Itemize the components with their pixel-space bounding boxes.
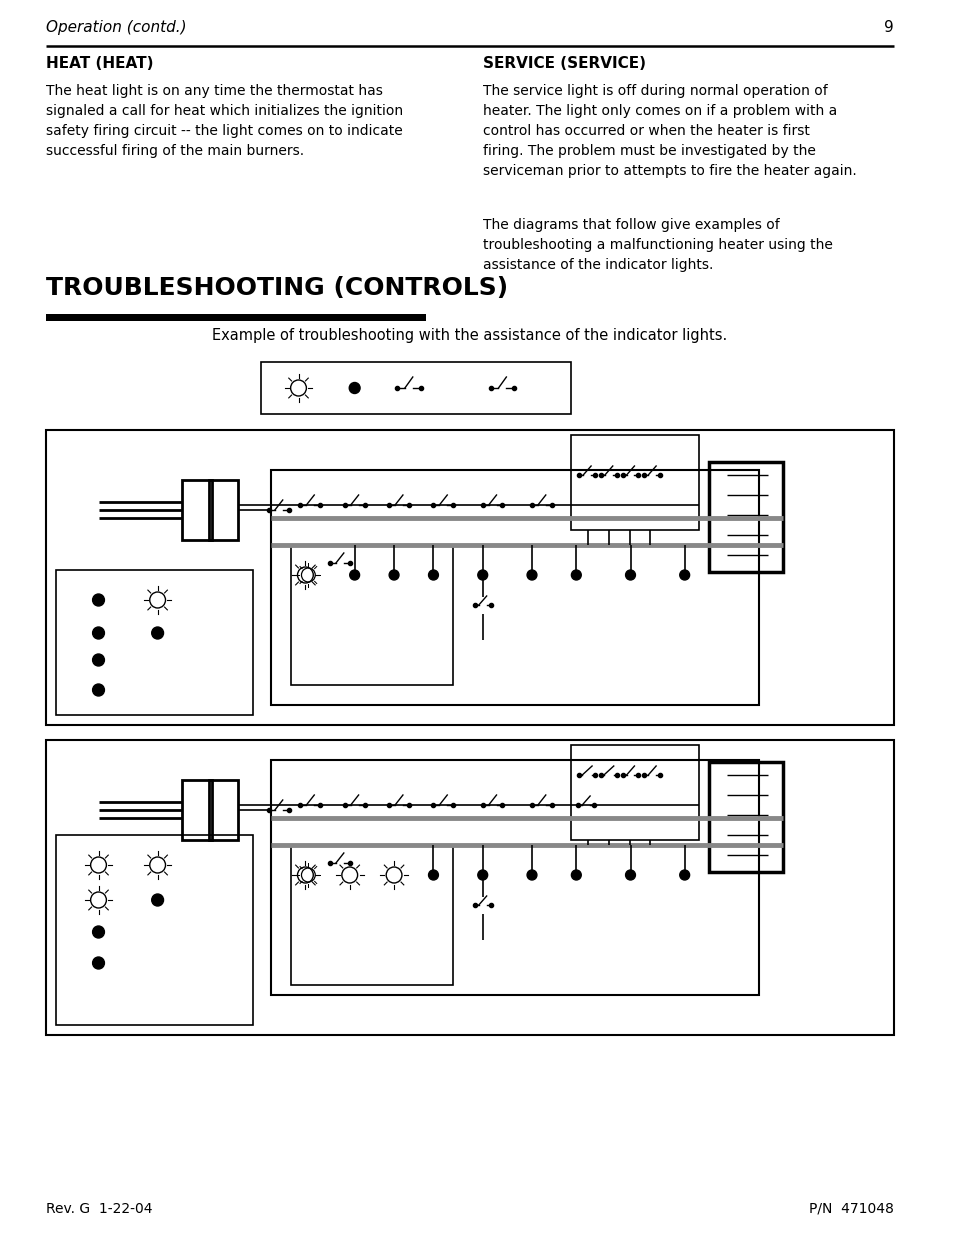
Circle shape [92,926,104,939]
Bar [56,835,253,1025]
Circle shape [152,894,163,906]
Bar [47,430,893,725]
Text: Rev. G  1-22-04: Rev. G 1-22-04 [47,1202,152,1216]
Circle shape [679,869,689,881]
Text: TROUBLESHOOTING (CONTROLS): TROUBLESHOOTING (CONTROLS) [47,275,508,300]
Circle shape [349,383,359,394]
Circle shape [477,571,487,580]
Text: 9: 9 [882,20,893,35]
Circle shape [350,571,359,580]
Circle shape [92,655,104,666]
Bar [571,745,699,840]
Circle shape [625,869,635,881]
Circle shape [526,869,537,881]
Circle shape [92,684,104,697]
Bar [182,781,212,840]
Circle shape [477,869,487,881]
Circle shape [571,869,580,881]
Text: Example of troubleshooting with the assistance of the indicator lights.: Example of troubleshooting with the assi… [213,329,727,343]
Bar [209,480,238,540]
Bar [571,435,699,530]
Text: P/N  471048: P/N 471048 [808,1202,893,1216]
Text: SERVICE (SERVICE): SERVICE (SERVICE) [482,56,645,70]
Bar [271,471,758,705]
Bar [56,571,253,715]
Bar [709,462,782,572]
Circle shape [428,571,438,580]
Circle shape [152,627,163,638]
Bar [291,545,453,685]
Circle shape [526,571,537,580]
Bar [709,762,782,872]
Circle shape [389,571,398,580]
Circle shape [571,571,580,580]
Bar [209,781,238,840]
Bar [47,740,893,1035]
Bar [261,362,571,414]
Circle shape [679,571,689,580]
Circle shape [92,627,104,638]
Bar [182,480,212,540]
Bar [291,845,453,986]
Text: Operation (contd.): Operation (contd.) [47,20,187,35]
Circle shape [92,957,104,969]
Text: HEAT (HEAT): HEAT (HEAT) [47,56,153,70]
Circle shape [625,571,635,580]
Bar [271,760,758,995]
Text: The diagrams that follow give examples of
troubleshooting a malfunctioning heate: The diagrams that follow give examples o… [482,219,832,272]
Circle shape [92,594,104,606]
Text: The heat light is on any time the thermostat has
signaled a call for heat which : The heat light is on any time the thermo… [47,84,403,158]
Circle shape [428,869,438,881]
Bar [47,314,425,321]
Text: The service light is off during normal operation of
heater. The light only comes: The service light is off during normal o… [482,84,856,178]
